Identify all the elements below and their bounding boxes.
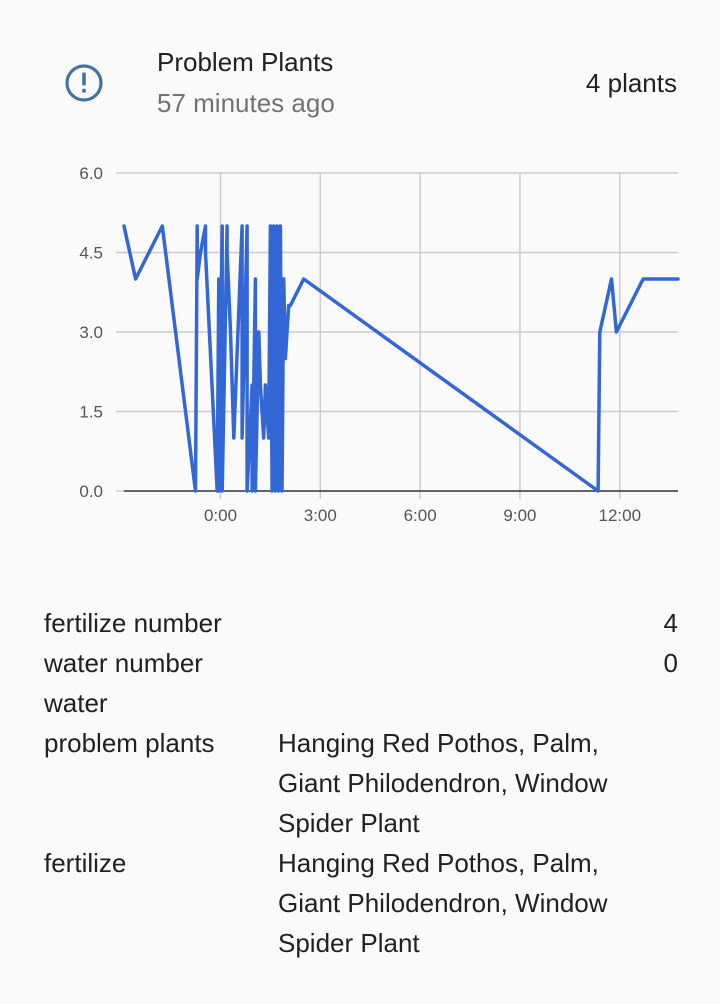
x-tick-label: 0:00 [204,506,237,525]
attribute-key: problem plants [44,728,215,758]
x-tick-label: 3:00 [304,506,337,525]
entity-header: Problem Plants 57 minutes ago 4 plants [0,0,720,140]
attributes-table: fertilize number 4 water number 0 water probl… [44,603,678,963]
y-tick-label: 6.0 [79,164,103,183]
attribute-key: fertilize [44,848,127,878]
attribute-row: fertilize number 4 [44,603,678,643]
y-tick-label: 4.5 [79,244,103,263]
attribute-key: water [44,688,108,718]
attribute-value [278,683,678,723]
attribute-row: problem plants Hanging Red Pothos, Palm, … [44,723,678,843]
attribute-key: fertilize number [44,608,222,638]
x-tick-label: 12:00 [598,506,641,525]
x-tick-label: 6:00 [404,506,437,525]
attribute-value: 0 [663,648,678,678]
series-line[interactable] [122,224,680,493]
entity-name: Problem Plants [157,47,334,77]
attribute-value: 4 [663,608,678,638]
attribute-value: Hanging Red Pothos, Palm, Giant Philoden… [278,848,608,958]
attribute-row: water number 0 [44,643,678,683]
y-tick-label: 0.0 [79,482,103,501]
y-tick-label: 3.0 [79,323,103,342]
history-chart-svg: 0.0 1.5 3.0 4.5 6.0 0:00 3:00 6:00 9:00 12:00 [79,164,680,525]
attribute-row: fertilize Hanging Red Pothos, Palm, Giant… [44,843,678,963]
alert-circle-outline-icon [64,63,104,103]
y-tick-label: 1.5 [79,403,103,422]
attribute-row: water [44,683,678,723]
attribute-value: Hanging Red Pothos, Palm, Giant Philoden… [278,728,608,838]
last-changed: 57 minutes ago [157,88,335,118]
entity-state: 4 plants [585,68,677,98]
history-chart[interactable]: 0.0 1.5 3.0 4.5 6.0 0:00 3:00 6:00 9:00 12:00 [0,150,720,540]
attribute-key: water number [44,648,203,678]
x-tick-label: 9:00 [503,506,536,525]
